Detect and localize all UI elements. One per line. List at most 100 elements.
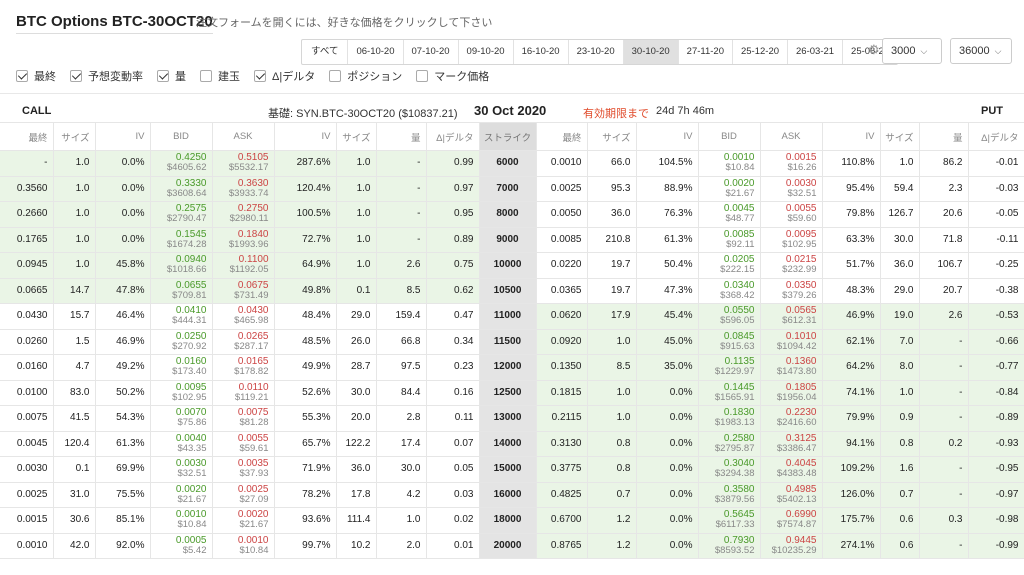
toggle-3[interactable]: 建玉 [200,68,240,84]
p-ask-cell[interactable]: 0.4045 $4383.48 [760,456,823,483]
c-bid-cell[interactable]: 0.1545 $1674.28 [150,227,213,253]
p-bid-cell[interactable]: 0.1830 $1983.13 [698,405,761,432]
c-ask-cell[interactable]: 0.0265 $287.17 [212,329,275,355]
p-bid-cell[interactable]: 0.0205 $222.15 [698,252,761,279]
c-delta: 0.75 [426,252,480,279]
settings-icon[interactable]: ⚙ [868,42,880,57]
p-bid-cell[interactable]: 0.0845 $915.63 [698,329,761,355]
c-ask-cell[interactable]: 0.0035 $37.93 [212,456,275,483]
p-size: 1.0 [587,329,637,355]
expiry-tab[interactable]: 16-10-20 [514,40,569,64]
c-ask-cell[interactable]: 0.1100 $1192.05 [212,252,275,279]
expiry-tab[interactable]: すべて [302,40,349,64]
c-bid-cell[interactable]: 0.0040 $43.35 [150,431,213,457]
c-ask-cell[interactable]: 0.0020 $21.67 [212,507,275,534]
p-ask-cell[interactable]: 0.9445 $10235.29 [760,533,823,559]
expiry-tab[interactable]: 07-10-20 [404,40,459,64]
p-ask-iv: 74.1% [822,380,881,406]
toggle-0[interactable]: 最終 [16,68,56,84]
checkbox-icon[interactable] [16,70,28,82]
p-ask-iv: 63.3% [822,227,881,253]
c-ask-cell[interactable]: 0.0430 $465.98 [212,303,275,330]
expiry-tab[interactable]: 25-12-20 [733,40,789,64]
p-bid-cell[interactable]: 0.3040 $3294.38 [698,456,761,483]
c-ask-cell[interactable]: 0.0025 $27.09 [212,482,275,508]
c-bid-cell[interactable]: 0.3330 $3608.64 [150,176,213,202]
p-ask-cell[interactable]: 0.1360 $1473.80 [760,354,823,381]
p-ask-cell[interactable]: 0.4985 $5402.13 [760,482,823,508]
p-ask-cell[interactable]: 0.0350 $379.26 [760,278,823,304]
toggle-6[interactable]: マーク価格 [416,68,489,84]
c-bid-cell[interactable]: 0.0005 $5.42 [150,533,213,559]
p-bid-cell[interactable]: 0.0010 $10.84 [698,150,761,177]
c-bid-cell[interactable]: 0.0250 $270.92 [150,329,213,355]
c-ask-cell[interactable]: 0.1840 $1993.96 [212,227,275,253]
checkbox-icon[interactable] [329,70,342,82]
p-ask-cell[interactable]: 0.1805 $1956.04 [760,380,823,406]
toggle-4[interactable]: Δ|デルタ [254,68,315,84]
toggle-2[interactable]: 量 [157,68,186,84]
checkbox-icon[interactable] [416,70,429,82]
toggle-1[interactable]: 予想変動率 [70,68,143,84]
c-bid-cell[interactable]: 0.0070 $75.86 [150,405,213,432]
min-strike-select[interactable]: 3000 ⌵ [882,38,942,64]
c-ask-cell[interactable]: 0.2750 $2980.11 [212,201,275,228]
toggle-5[interactable]: ポジション [329,68,402,84]
p-bid-cell[interactable]: 0.3580 $3879.56 [698,482,761,508]
expiry-tab[interactable]: 27-11-20 [679,40,733,64]
c-bid-cell[interactable]: 0.0030 $32.51 [150,456,213,483]
p-bid-cell[interactable]: 0.1135 $1229.97 [698,354,761,381]
c-bid-cell[interactable]: 0.0940 $1018.66 [150,252,213,279]
p-bid-cell[interactable]: 0.0340 $368.42 [698,278,761,304]
expiry-tab[interactable]: 09-10-20 [459,40,514,64]
expiry-tab[interactable]: 25-06-21 [851,46,890,57]
p-ask-cell[interactable]: 0.0030 $32.51 [760,176,823,202]
expiry-tab[interactable]: 26-03-21 [788,40,844,64]
p-ask-cell[interactable]: 0.6990 $7574.87 [760,507,823,534]
max-strike-select[interactable]: 36000 ⌵ [950,38,1012,64]
p-ask-cell[interactable]: 0.0055 $59.60 [760,201,823,228]
p-volume: - [919,380,969,406]
c-bid-cell[interactable]: 0.0655 $709.81 [150,278,213,304]
p-ask-cell[interactable]: 0.0015 $16.26 [760,150,823,177]
c-ask-cell[interactable]: 0.0055 $59.61 [212,431,275,457]
c-bid-cell[interactable]: 0.2575 $2790.47 [150,201,213,228]
c-bid-cell[interactable]: 0.0095 $102.95 [150,380,213,406]
p-bid-cell[interactable]: 0.0045 $48.77 [698,201,761,228]
p-bid-cell[interactable]: 0.1445 $1565.91 [698,380,761,406]
toggle-label: 予想変動率 [88,71,143,83]
p-ask-cell[interactable]: 0.2230 $2416.60 [760,405,823,432]
c-ask-cell[interactable]: 0.0675 $731.49 [212,278,275,304]
p-bid-cell[interactable]: 0.7930 $8593.52 [698,533,761,559]
checkbox-icon[interactable] [200,70,212,82]
p-ask-cell[interactable]: 0.3125 $3386.47 [760,431,823,457]
p-ask-cell[interactable]: 0.1010 $1094.42 [760,329,823,355]
p-ask-cell[interactable]: 0.0565 $612.31 [760,303,823,330]
checkbox-icon[interactable] [70,70,82,82]
c-ask-cell[interactable]: 0.5105 $5532.17 [212,150,275,177]
p-ask-iv: 46.9% [822,303,881,330]
c-ask-cell[interactable]: 0.0010 $10.84 [212,533,275,559]
p-ask-cell[interactable]: 0.0095 $102.95 [760,227,823,253]
c-bid-cell[interactable]: 0.0010 $10.84 [150,507,213,534]
c-bid-cell[interactable]: 0.0020 $21.67 [150,482,213,508]
c-ask-cell[interactable]: 0.0110 $119.21 [212,380,275,406]
c-bid-cell[interactable]: 0.4250 $4605.62 [150,150,213,177]
expiry-tab[interactable]: 06-10-20 [348,40,404,64]
c-ask-cell[interactable]: 0.3630 $3933.74 [212,176,275,202]
p-ask-cell[interactable]: 0.0215 $232.99 [760,252,823,279]
c-bid-cell[interactable]: 0.0410 $444.31 [150,303,213,330]
p-bid-cell[interactable]: 0.2580 $2795.87 [698,431,761,457]
p-bid-cell[interactable]: 0.0550 $596.05 [698,303,761,330]
p-bid-cell[interactable]: 0.0020 $21.67 [698,176,761,202]
c-size: 42.0 [53,533,96,559]
checkbox-icon[interactable] [254,70,266,82]
p-bid-cell[interactable]: 0.5645 $6117.33 [698,507,761,534]
c-bid-cell[interactable]: 0.0160 $173.40 [150,354,213,381]
p-bid-cell[interactable]: 0.0085 $92.11 [698,227,761,253]
c-ask-cell[interactable]: 0.0165 $178.82 [212,354,275,381]
expiry-tab[interactable]: 30-10-20 [623,40,679,64]
expiry-tab[interactable]: 23-10-20 [569,40,624,64]
checkbox-icon[interactable] [157,70,169,82]
c-ask-cell[interactable]: 0.0075 $81.28 [212,405,275,432]
